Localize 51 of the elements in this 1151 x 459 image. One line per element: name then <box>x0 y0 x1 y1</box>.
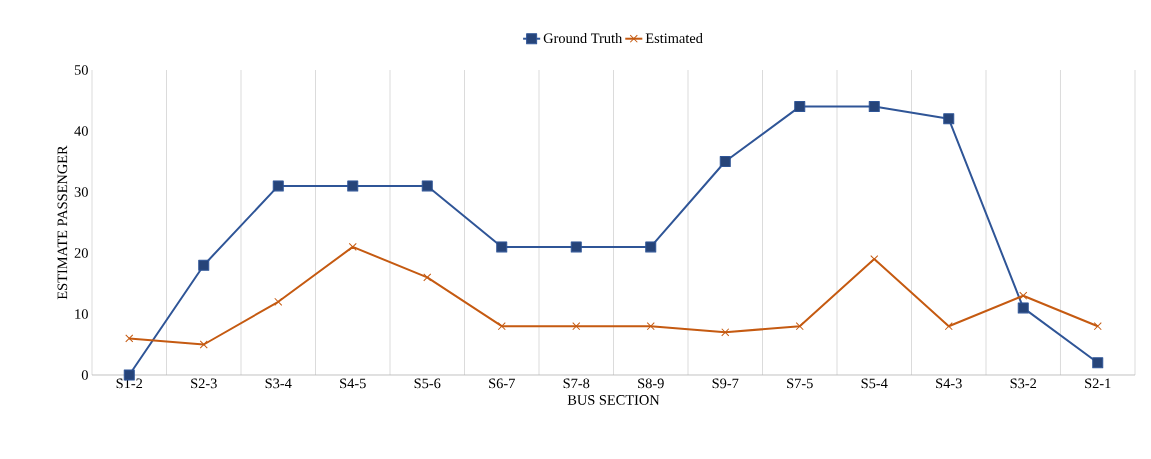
point <box>1093 322 1102 331</box>
y-tick-label: 0 <box>81 370 88 380</box>
point <box>497 322 506 331</box>
point <box>795 322 804 331</box>
x-axis-title: BUS SECTION <box>567 395 660 405</box>
point <box>1017 302 1029 314</box>
point <box>719 156 731 167</box>
x-tick-label: S8-9 <box>638 378 664 389</box>
y-tick-label: 10 <box>75 309 88 319</box>
x-tick-label: S5-6 <box>414 378 441 389</box>
x-tick-label: S3-4 <box>265 378 292 389</box>
x-tick-label: S4-3 <box>936 378 962 389</box>
point <box>721 328 730 337</box>
x-tick-label: S3-2 <box>1010 378 1037 389</box>
x-tick-label: S6-7 <box>489 378 515 389</box>
y-tick-label: 30 <box>74 187 88 197</box>
x-tick-label: S9-7 <box>712 378 739 389</box>
x-tick-label: S1-2 <box>116 378 143 389</box>
y-tick-label: 50 <box>74 65 88 75</box>
point <box>646 322 655 331</box>
point <box>496 241 508 253</box>
point <box>274 297 283 306</box>
legend-label: Estimated <box>645 32 703 44</box>
point <box>198 259 210 271</box>
y-axis-title: ESTIMATE PASSENGER <box>57 145 68 300</box>
point <box>423 273 432 282</box>
y-tick-label: 20 <box>74 248 88 258</box>
point <box>645 241 657 253</box>
point <box>125 334 134 343</box>
point <box>870 255 879 264</box>
point <box>1019 291 1028 300</box>
point <box>272 180 284 192</box>
x-tick-label: S2-3 <box>191 378 217 389</box>
point <box>868 101 880 113</box>
point <box>421 180 433 192</box>
x-tick-label: S7-8 <box>563 378 590 389</box>
point <box>570 241 582 253</box>
x-tick-label: S5-4 <box>861 378 888 389</box>
point <box>347 180 359 192</box>
point <box>1092 357 1104 369</box>
x-tick-label: S7-5 <box>787 378 813 389</box>
point <box>944 322 953 331</box>
legend-label: Ground Truth <box>543 32 623 44</box>
point <box>943 113 955 125</box>
point <box>572 322 581 331</box>
y-tick-label: 40 <box>74 126 88 136</box>
x-tick-label: S4-5 <box>340 378 366 389</box>
point <box>794 101 806 113</box>
point <box>199 340 208 349</box>
x-tick-label: S2-1 <box>1085 378 1111 389</box>
point <box>348 242 357 251</box>
